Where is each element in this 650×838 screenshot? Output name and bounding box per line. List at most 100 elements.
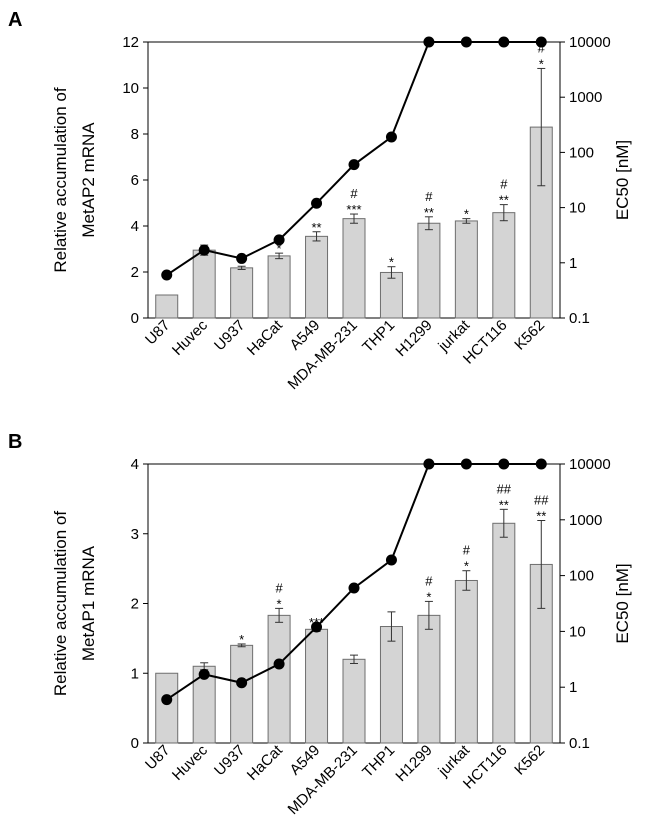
significance-hash: # [425,573,433,588]
bar-u87 [155,294,179,319]
bar-mda-mb-231 [342,218,366,319]
y-axis-label-line-1: Relative accumulation of [51,87,70,272]
significance-star: *** [309,615,324,630]
category-label: H1299 [392,742,435,785]
ec50-point [236,252,248,264]
significance-star: * [464,559,469,574]
y-tick-label: 8 [131,126,139,143]
ec50-point [460,458,472,470]
significance-star: * [539,56,544,71]
y-tick-label: 6 [131,172,139,189]
significance-star: ** [311,220,321,235]
significance-hash: # [500,177,508,192]
ec50-point [198,244,210,256]
bar-u87 [155,672,179,744]
y2-tick-label: 10 [569,623,586,640]
significance-star: * [389,255,394,270]
panel-letter: B [8,431,22,453]
significance-star: * [239,632,244,647]
y-tick-label: 0 [131,310,139,327]
y-tick-label: 12 [122,34,139,51]
bar-thp1 [379,271,403,319]
y2-tick-label: 100 [569,144,594,161]
bar-jurkat [454,220,478,319]
bar-a549 [305,235,329,319]
ec50-point [161,694,173,706]
bar-mda-mb-231 [342,658,366,744]
y-tick-label: 10 [122,80,139,97]
significance-hash: # [425,189,433,204]
ec50-point [535,458,547,470]
ec50-point [273,234,285,246]
y2-tick-label: 1000 [569,89,602,106]
category-label: Huvec [169,741,211,783]
ec50-point [535,36,547,48]
significance-star: ** [536,508,546,523]
y2-tick-label: 10 [569,200,586,217]
category-label: U87 [142,317,173,348]
y-axis-label-line-2: MetAP1 mRNA [79,545,98,661]
panel-letter: A [8,9,22,31]
category-label: U937 [211,317,248,354]
significance-star: * [239,254,244,269]
category-label: U87 [142,742,173,773]
category-label: THP1 [359,317,398,356]
category-label: THP1 [359,742,398,781]
ec50-point [460,36,472,48]
y2-tick-label: 0.1 [569,310,590,327]
y-tick-label: 2 [131,596,139,613]
bar-h1299 [417,614,441,744]
ec50-point [498,458,510,470]
y2-tick-label: 1 [569,679,577,696]
y-tick-label: 0 [131,735,139,752]
ec50-point [385,131,397,143]
y-tick-label: 4 [131,218,139,235]
category-label: H1299 [392,317,435,360]
significance-star: * [426,589,431,604]
significance-hash: ## [534,492,549,507]
significance-star: * [277,596,282,611]
bar-jurkat [454,579,478,744]
y2-tick-label: 10000 [569,456,611,473]
category-label: Huvec [169,316,211,358]
y2-axis-label: EC50 [nM] [613,563,632,643]
ec50-point [423,458,435,470]
y2-axis-label: EC50 [nM] [613,140,632,220]
ec50-point [161,269,173,281]
category-label: K562 [511,742,548,779]
y2-tick-label: 100 [569,568,594,585]
y-tick-label: 2 [131,264,139,281]
significance-star: * [277,241,282,256]
y2-tick-label: 1000 [569,512,602,529]
ec50-point [273,658,285,670]
significance-star: ** [499,497,509,512]
ec50-point [348,159,360,171]
significance-hash: # [275,580,283,595]
category-label: K562 [511,317,548,354]
significance-hash: # [538,40,546,55]
ec50-point [236,677,248,689]
bar-hacat [267,614,291,744]
y2-tick-label: 0.1 [569,735,590,752]
significance-star: * [464,207,469,222]
bar-hct116 [492,212,516,319]
bar-a549 [305,628,329,744]
category-label: HaCat [244,741,287,784]
y-tick-label: 3 [131,526,139,543]
y-axis-label-line-1: Relative accumulation of [51,511,70,696]
y-tick-label: 4 [131,456,139,473]
significance-star: ** [424,205,434,220]
significance-hash: # [350,186,358,201]
bar-hacat [267,255,291,319]
ec50-point [423,36,435,48]
category-label: U937 [211,742,248,779]
significance-star: *** [346,202,361,217]
ec50-point [498,36,510,48]
ec50-point [385,554,397,566]
bar-u937 [230,644,254,744]
ec50-point [311,621,323,633]
bar-huvec [192,249,216,319]
chart-panel-b: B 0 1 2 3 4 0.1 1 10 100 1000 10000 Relative accumul… [8,431,632,818]
bar-u937 [230,267,254,319]
